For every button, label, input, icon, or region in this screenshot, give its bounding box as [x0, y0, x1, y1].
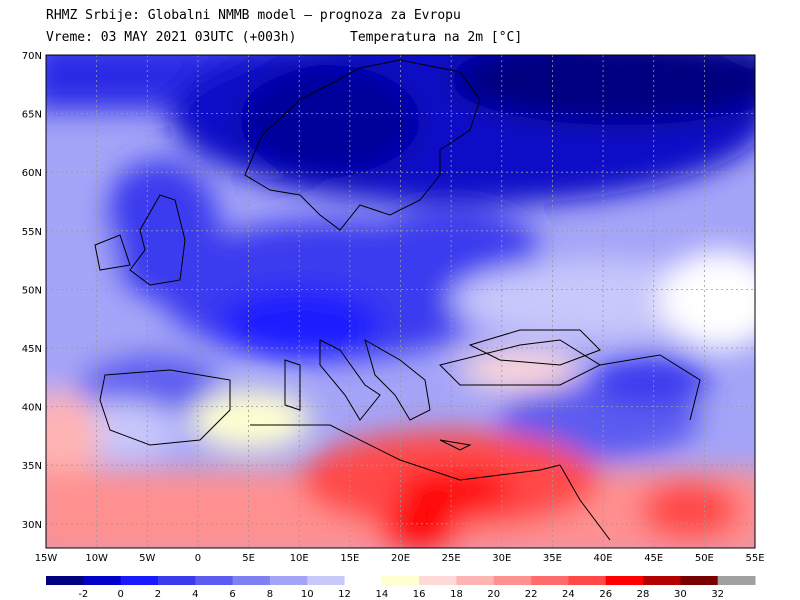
lat-label: 50N	[22, 285, 42, 296]
lon-label: 35E	[543, 553, 562, 564]
lon-label: 45E	[644, 553, 663, 564]
legend-label: 8	[267, 589, 273, 600]
lon-label: 55E	[745, 553, 764, 564]
legend-labels: -2 0 2 4 6 8 10 12 14 16 18 20 22 24 26 28 30 32	[78, 589, 724, 600]
lon-label: 15E	[340, 553, 359, 564]
legend-label: 2	[155, 589, 161, 600]
legend-label: 20	[487, 589, 500, 600]
legend-label: 22	[525, 589, 538, 600]
lon-label: 5W	[139, 553, 155, 564]
lon-label: 25E	[442, 553, 461, 564]
legend-swatch	[232, 576, 271, 585]
legend-swatch	[269, 576, 308, 585]
map-title: RHMZ Srbije: Globalni NMMB model — progn…	[46, 8, 461, 23]
legend-label: 16	[413, 589, 426, 600]
legend-swatch	[120, 576, 159, 585]
legend-swatch	[195, 576, 234, 585]
temperature-field	[46, 55, 755, 548]
lat-label: 60N	[22, 168, 42, 179]
legend-swatch	[643, 576, 681, 585]
legend-label: 4	[192, 589, 198, 600]
legend-swatch	[717, 576, 756, 585]
lat-label: 65N	[22, 110, 42, 121]
legend-label: 24	[562, 589, 575, 600]
lat-label: 70N	[22, 51, 42, 62]
legend-label: 6	[229, 589, 235, 600]
legend-label: 28	[637, 589, 650, 600]
lat-label: 45N	[22, 344, 42, 355]
legend-swatch	[307, 576, 346, 585]
legend-label: 0	[117, 589, 123, 600]
legend-label: 12	[338, 589, 351, 600]
legend-swatch	[157, 576, 196, 585]
legend-label: 14	[375, 589, 388, 600]
lon-label: 0	[195, 553, 201, 564]
lat-label: 55N	[22, 227, 42, 238]
lon-label: 20E	[391, 553, 410, 564]
legend-label: 26	[599, 589, 612, 600]
lat-label: 30N	[22, 520, 42, 531]
latitude-labels: 70N 65N 60N 55N 50N 45N 40N 35N 30N	[22, 51, 42, 531]
legend-swatch	[605, 576, 644, 585]
legend-swatch	[493, 576, 532, 585]
legend-swatch	[419, 576, 457, 585]
lat-label: 40N	[22, 403, 42, 414]
graticule	[46, 55, 755, 548]
legend-swatch	[344, 576, 383, 585]
legend-label: 32	[711, 589, 724, 600]
legend-swatch	[680, 576, 719, 585]
lon-label: 30E	[492, 553, 511, 564]
legend-label: 18	[450, 589, 463, 600]
legend-label: 10	[301, 589, 314, 600]
legend-swatch	[381, 576, 420, 585]
legend-swatch	[568, 576, 607, 585]
legend-swatch	[83, 576, 122, 585]
variable-title: Temperatura na 2m [°C]	[350, 30, 523, 45]
lon-label: 15W	[35, 553, 58, 564]
map-frame	[45, 54, 756, 549]
longitude-labels: 15W 10W 5W 0 5E 10E 15E 20E 25E 30E 35E 40E 45E 50E 55…	[35, 553, 765, 564]
color-legend	[46, 576, 756, 585]
legend-swatch	[46, 576, 84, 585]
legend-swatch	[456, 576, 495, 585]
legend-label: 30	[674, 589, 687, 600]
lon-label: 40E	[594, 553, 613, 564]
lon-label: 5E	[242, 553, 255, 564]
forecast-time: Vreme: 03 MAY 2021 03UTC (+003h)	[46, 30, 297, 45]
legend-label: -2	[78, 589, 88, 600]
coastlines	[94, 59, 701, 541]
lon-label: 10W	[85, 553, 108, 564]
legend-swatch	[531, 576, 569, 585]
lon-label: 10E	[290, 553, 309, 564]
lon-label: 50E	[695, 553, 714, 564]
lat-label: 35N	[22, 461, 42, 472]
